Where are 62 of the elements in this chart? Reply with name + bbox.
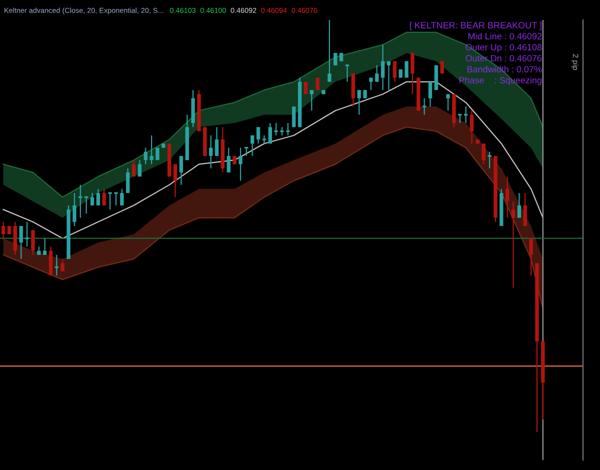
candlestick: [120, 188, 124, 206]
candlestick: [392, 60, 397, 82]
candlestick: [31, 230, 35, 256]
candlestick: [262, 134, 266, 144]
annotation: Outer Up : 0.46108: [466, 44, 542, 52]
candlestick: [328, 20, 332, 82]
candlestick: [292, 106, 296, 128]
candlestick: [506, 176, 510, 218]
candlestick: [96, 188, 100, 206]
candlestick: [214, 126, 219, 157]
candlestick: [375, 64, 379, 82]
candlestick: [42, 238, 47, 256]
candlestick: [144, 147, 148, 165]
candlestick: [517, 192, 522, 218]
annotation: Phase : Squeezing: [459, 76, 542, 86]
candlestick: [126, 168, 130, 194]
candlestick: [256, 126, 260, 144]
candlestick: [25, 221, 29, 248]
candlestick: [529, 238, 533, 276]
candlestick: [286, 122, 290, 136]
candlestick: [482, 143, 486, 165]
candlestick: [523, 192, 527, 227]
candlestick: [334, 52, 338, 66]
candlestick: [114, 192, 118, 206]
candlestick: [250, 134, 254, 157]
candlestick: [132, 160, 136, 178]
candlestick: [410, 52, 414, 95]
candlestick: [446, 94, 450, 112]
candlestick: [488, 151, 492, 169]
candlestick: [108, 192, 112, 210]
candlestick: [422, 98, 426, 116]
annotation: Bandwidth : 0.07%: [467, 66, 542, 72]
candlestick: [428, 81, 432, 108]
candlestick: [90, 192, 94, 206]
candlestick: [404, 60, 408, 78]
candlestick: [150, 134, 154, 165]
annotation: Outer Dn : 0.46076: [466, 55, 542, 62]
candlestick: [156, 147, 160, 161]
candlestick: [226, 147, 230, 173]
candlestick: [102, 188, 106, 206]
candlestick: [470, 110, 474, 144]
candlestick: [274, 122, 278, 136]
candlestick: [511, 200, 516, 288]
candlestick: [369, 77, 373, 91]
candlestick: [386, 60, 391, 91]
candlestick: [179, 155, 184, 186]
candlestick: [60, 258, 64, 272]
candlestick: [268, 122, 272, 144]
candlestick: [440, 60, 444, 74]
candlestick: [357, 89, 361, 116]
candlestick: [1, 221, 6, 239]
candlestick: [138, 160, 142, 178]
candlestick: [238, 147, 242, 182]
candlestick: [316, 77, 320, 91]
candlestick: [19, 225, 23, 260]
annotation: Mid Line : 0.46092: [468, 32, 542, 40]
candlestick: [173, 164, 178, 198]
candlestick: [72, 192, 76, 227]
candlestick: [209, 134, 213, 169]
annotation: [ KELTNER: BEAR BREAKOUT ]: [410, 22, 542, 30]
candlestick: [310, 89, 314, 112]
candlestick: [380, 44, 385, 91]
